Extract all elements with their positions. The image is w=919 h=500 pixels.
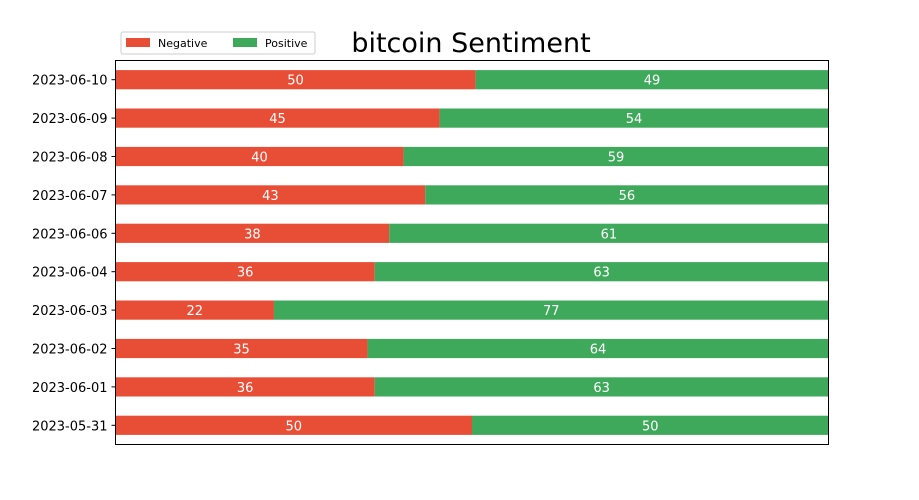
data-label-positive-2023-06-10: 49 [644,74,661,89]
bar-positive-2023-05-31 [472,415,829,435]
bar-positive-2023-06-04 [374,262,829,282]
data-label-negative-2023-06-09: 45 [269,112,286,127]
data-label-positive-2023-06-08: 59 [608,151,625,166]
y-tick-label-2023-06-10: 2023-06-10 [32,74,108,89]
legend: Negative Positive [120,31,316,55]
legend-swatch-negative [126,38,150,47]
data-label-positive-2023-05-31: 50 [642,419,659,434]
y-tick-label-2023-05-31: 2023-05-31 [32,419,108,434]
y-tick-label-2023-06-04: 2023-06-04 [32,266,108,281]
legend-swatch-positive [233,38,257,47]
data-label-negative-2023-06-10: 50 [287,74,304,89]
data-label-negative-2023-06-06: 38 [244,227,261,242]
data-label-positive-2023-06-02: 64 [590,343,607,358]
bar-negative-2023-06-02 [115,338,368,359]
bar-positive-2023-06-09 [439,108,829,128]
data-label-negative-2023-06-08: 40 [251,151,268,166]
data-label-positive-2023-06-07: 56 [619,189,636,204]
data-label-negative-2023-06-02: 35 [233,343,250,358]
bar-positive-2023-06-08 [403,146,829,167]
data-label-positive-2023-06-03: 77 [543,304,560,319]
legend-label-positive: Positive [265,37,308,50]
data-label-positive-2023-06-06: 61 [601,227,618,242]
bar-negative-2023-05-31 [115,415,472,435]
data-label-positive-2023-06-09: 54 [626,112,643,127]
bar-positive-2023-06-02 [367,338,829,359]
y-tick-label-2023-06-06: 2023-06-06 [32,227,108,242]
y-tick-label-2023-06-03: 2023-06-03 [32,304,108,319]
axes-frame [115,60,829,445]
bar-positive-2023-06-03 [273,300,829,320]
bar-positive-2023-06-06 [389,223,829,243]
y-tick-label-2023-06-02: 2023-06-02 [32,343,108,358]
bar-negative-2023-06-04 [115,262,375,282]
bar-positive-2023-06-01 [374,377,829,397]
data-label-positive-2023-06-01: 63 [593,381,610,396]
bar-negative-2023-06-01 [115,377,375,397]
data-label-negative-2023-06-03: 22 [186,304,203,319]
data-label-negative-2023-06-07: 43 [262,189,279,204]
data-label-negative-2023-06-04: 36 [237,266,254,281]
bar-negative-2023-06-06 [115,223,390,243]
data-label-positive-2023-06-04: 63 [593,266,610,281]
bar-negative-2023-06-07 [115,185,426,205]
y-tick-label-2023-06-07: 2023-06-07 [32,189,108,204]
bar-negative-2023-06-10 [115,70,476,90]
bar-negative-2023-06-08 [115,146,404,167]
bar-positive-2023-06-07 [425,185,829,205]
data-label-negative-2023-06-01: 36 [237,381,254,396]
y-tick-label-2023-06-01: 2023-06-01 [32,381,108,396]
bar-negative-2023-06-09 [115,108,440,128]
data-label-negative-2023-05-31: 50 [285,419,302,434]
plot-area: 50 50 2023-05-31 36 63 2023-06-01 35 64 2023-06-… [32,70,829,435]
legend-label-negative: Negative [158,37,208,50]
bar-negative-2023-06-03 [115,300,274,320]
legend-frame [120,31,316,55]
chart-title: bitcoin Sentiment [351,28,590,59]
bar-positive-2023-06-10 [475,70,829,90]
y-tick-label-2023-06-09: 2023-06-09 [32,112,108,127]
y-tick-label-2023-06-08: 2023-06-08 [32,151,108,166]
